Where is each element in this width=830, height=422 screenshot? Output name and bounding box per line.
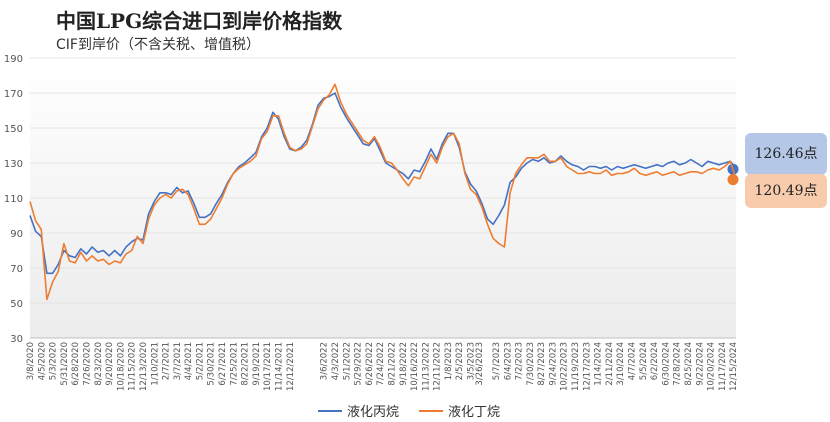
legend-label-butane: 液化丁烷 (448, 405, 501, 420)
series-layer (29, 83, 739, 301)
x-axis: 3/8/2020 4/5/2020 5/3/2020 5/31/2020 6/28/20… (26, 337, 739, 391)
y-tick-label: 130 (4, 159, 23, 170)
butane-end-label: 120.49点 (745, 174, 827, 208)
series-line-butane (29, 83, 737, 301)
x-tick-label: 8/22/2021 (241, 342, 251, 386)
x-tick-label: 5/31/2020 (60, 342, 70, 386)
x-tick-label: 10/20/2024 (707, 342, 717, 391)
x-tick-label: 3/8/2020 (26, 342, 36, 380)
x-tick-label: 6/28/2020 (71, 342, 81, 386)
x-tick-label: 2/11/2024 (605, 342, 615, 386)
y-tick-label: 50 (10, 299, 23, 310)
x-tick-label: 6/30/2024 (661, 342, 671, 386)
x-tick-label: 5/30/2021 (207, 342, 217, 386)
x-tick-label: 12/11/2022 (433, 342, 443, 391)
legend-item-propane[interactable]: 液化丙烷 (318, 401, 399, 420)
x-tick-label: 6/2/2024 (650, 342, 660, 380)
x-tick-label: 12/15/2024 (729, 342, 739, 391)
x-tick-label: 4/3/2022 (331, 342, 341, 380)
x-tick-label: 12/13/2020 (139, 342, 149, 391)
chart-subtitle: CIF到岸价（不含关税、增值税） (56, 37, 260, 53)
x-tick-label: 10/18/2020 (116, 342, 126, 391)
x-tick-label: 11/14/2021 (275, 342, 285, 391)
y-tick-label: 150 (4, 124, 23, 135)
x-tick-label: 3/26/2023 (475, 342, 485, 386)
chart-title: 中国LPG综合进口到岸价格指数 (56, 9, 343, 33)
x-tick-label: 1/8/2023 (444, 342, 454, 380)
x-tick-label: 4/7/2024 (628, 342, 638, 380)
x-tick-label: 7/2/2023 (515, 342, 525, 380)
series-line-propane (29, 92, 737, 275)
series-end-marker-butane (727, 174, 739, 186)
x-tick-label: 4/4/2021 (184, 342, 194, 380)
x-tick-label: 2/5/2023 (455, 342, 465, 380)
x-tick-label: 11/19/2023 (571, 342, 581, 391)
x-tick-label: 7/30/2023 (526, 342, 536, 386)
x-tick-label: 8/25/2024 (684, 342, 694, 386)
x-tick-label: 7/25/2021 (229, 342, 239, 386)
x-tick-label: 9/18/2022 (399, 342, 409, 386)
x-tick-label: 4/5/2020 (37, 342, 47, 380)
y-tick-label: 170 (4, 89, 23, 100)
x-tick-label: 7/26/2020 (83, 342, 93, 386)
x-tick-label: 7/28/2024 (673, 342, 683, 386)
x-tick-label: 11/17/2024 (718, 342, 728, 391)
legend: 液化丙烷 液化丁烷 (318, 401, 500, 420)
x-tick-label: 8/27/2023 (537, 342, 547, 386)
x-tick-label: 3/5/2023 (467, 342, 477, 380)
y-axis: 30 50 70 90 110 130 150 170 190 (4, 54, 736, 345)
x-tick-label: 6/27/2021 (218, 342, 228, 386)
x-tick-label: 10/17/2021 (263, 342, 273, 391)
x-tick-label: 10/22/2023 (560, 342, 570, 391)
x-tick-label: 5/7/2023 (492, 342, 502, 380)
x-tick-label: 12/17/2023 (582, 342, 592, 391)
x-tick-label: 5/5/2024 (639, 342, 649, 380)
x-tick-label: 8/21/2022 (388, 342, 398, 386)
x-tick-label: 3/10/2024 (616, 342, 626, 386)
x-tick-label: 9/24/2023 (548, 342, 558, 386)
x-tick-label: 5/2/2021 (195, 342, 205, 380)
legend-swatch-propane (318, 409, 342, 412)
legend-swatch-butane (419, 409, 444, 412)
x-tick-label: 3/7/2021 (173, 342, 183, 380)
x-tick-label: 7/24/2022 (376, 342, 386, 386)
x-tick-label: 2/7/2021 (162, 342, 172, 380)
x-tick-label: 1/10/2021 (150, 342, 160, 386)
x-tick-label: 5/29/2022 (354, 342, 364, 386)
x-tick-label: 9/19/2021 (252, 342, 262, 386)
x-tick-label: 11/13/2022 (421, 342, 431, 391)
x-tick-label: 10/16/2022 (410, 342, 420, 391)
legend-label-propane: 液化丙烷 (347, 405, 400, 420)
y-tick-label: 110 (4, 194, 23, 205)
x-tick-label: 6/4/2023 (503, 342, 513, 380)
y-tick-label: 70 (10, 264, 23, 275)
x-tick-label: 12/12/2021 (286, 342, 296, 391)
x-tick-label: 8/23/2020 (94, 342, 104, 386)
y-tick-label: 190 (4, 54, 23, 65)
y-tick-label: 30 (10, 334, 23, 345)
legend-item-butane[interactable]: 液化丁烷 (419, 401, 500, 420)
x-tick-label: 5/3/2020 (49, 342, 59, 380)
y-tick-label: 90 (10, 229, 23, 240)
x-tick-label: 1/14/2024 (594, 342, 604, 386)
x-tick-label: 6/26/2022 (365, 342, 375, 386)
x-tick-label: 3/6/2022 (320, 342, 330, 380)
x-tick-label: 11/15/2020 (128, 342, 138, 391)
x-tick-label: 9/20/2020 (105, 342, 115, 386)
x-tick-label: 5/1/2022 (342, 342, 352, 380)
propane-end-label: 126.46点 (745, 133, 827, 175)
x-tick-label: 9/22/2024 (695, 342, 705, 386)
